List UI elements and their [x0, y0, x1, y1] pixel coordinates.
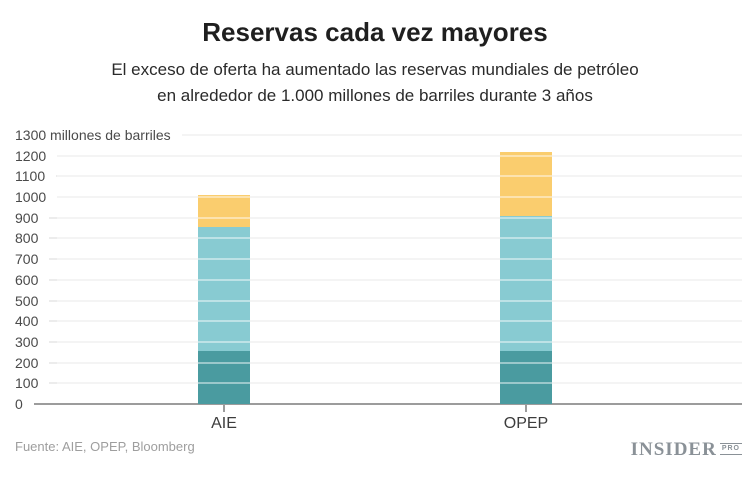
gridline-overlay	[57, 154, 742, 157]
bar-segment-aie-incremento	[198, 195, 250, 228]
gridline-overlay	[57, 340, 742, 343]
gridline-overlay	[57, 196, 742, 199]
bar-segment-opep-nivel-medio	[500, 215, 552, 352]
source-note: Fuente: AIE, OPEP, Bloomberg	[15, 439, 195, 454]
x-axis-tick-mark	[525, 404, 527, 412]
gridline-overlay	[57, 382, 742, 385]
bar-segment-opep-nivel-base	[500, 351, 552, 404]
insider-pro-logo: INSIDER PRO	[631, 439, 742, 461]
gridline-overlay	[57, 361, 742, 364]
gridline	[182, 134, 742, 136]
y-axis-tick-label: 300	[15, 333, 39, 350]
gridline	[49, 320, 742, 323]
y-axis-tick-label: 100	[15, 375, 39, 392]
y-axis-tick-label: 1300 millones de barriles	[15, 127, 171, 143]
gridline	[57, 154, 742, 157]
gridline	[57, 196, 742, 199]
footer: Fuente: AIE, OPEP, Bloomberg INSIDER PRO	[15, 439, 742, 461]
gridline-overlay	[57, 299, 742, 302]
gridline-overlay	[57, 175, 742, 178]
y-axis-tick-label: 500	[15, 292, 39, 309]
y-axis-tick-label: 1100	[15, 168, 46, 185]
gridline-overlay	[57, 278, 742, 281]
gridline-overlay	[57, 237, 742, 240]
gridline-overlay	[57, 320, 742, 323]
gridline	[49, 237, 742, 240]
y-axis-tick-label: 700	[15, 251, 39, 268]
y-axis-tick-label: 0	[15, 396, 23, 412]
y-axis-tick-label: 800	[15, 230, 39, 247]
subtitle-line-1: El exceso de oferta ha aumentado las res…	[111, 60, 639, 79]
gridline	[56, 175, 742, 178]
x-axis-line	[34, 403, 742, 405]
gridline	[49, 278, 742, 281]
gridline	[49, 258, 742, 261]
y-axis-tick-label: 600	[15, 271, 39, 288]
bar-segment-aie-nivel-base	[198, 351, 250, 404]
y-axis-tick-label: 1000	[15, 189, 47, 206]
y-axis-tick-label: 400	[15, 313, 39, 330]
gridline-overlay	[57, 216, 742, 219]
chart-title: Reservas cada vez mayores	[202, 17, 548, 47]
y-axis-tick-label: 900	[15, 209, 39, 226]
subtitle-line-2: en alrededor de 1.000 millones de barril…	[157, 86, 593, 105]
plot-area: 0 100 200 300 400 500 600 700 800 900 1000 1100 1200…	[0, 127, 750, 432]
chart-subtitle: El exceso de oferta ha aumentado las res…	[0, 57, 750, 109]
gridline	[49, 382, 742, 385]
y-axis-tick-label: 1200	[15, 147, 47, 164]
bar-segment-opep-incremento	[500, 151, 552, 216]
x-axis-category-label-opep: OPEP	[503, 415, 549, 432]
logo-pro-badge: PRO	[719, 443, 742, 455]
x-axis-category-label-aie: AIE	[211, 415, 237, 432]
logo-insider-text: INSIDER	[630, 439, 717, 460]
y-axis-tick-label: 200	[15, 354, 39, 371]
gridline	[49, 340, 742, 343]
gridline	[49, 299, 742, 302]
x-axis-tick-mark	[223, 404, 225, 412]
gridline-overlay	[57, 134, 742, 136]
gridline	[49, 361, 742, 364]
gridline	[49, 216, 742, 219]
gridline-overlay	[57, 258, 742, 261]
bar-segment-aie-nivel-medio	[198, 227, 250, 352]
